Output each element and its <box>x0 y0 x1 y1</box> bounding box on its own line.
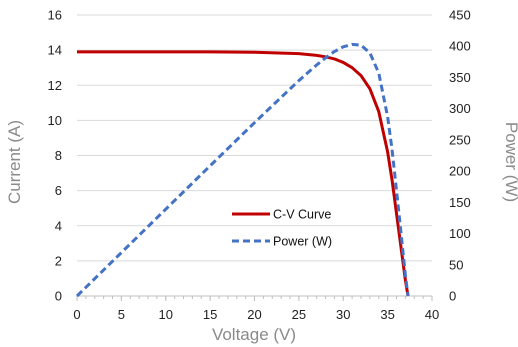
y2-tick-label-50: 50 <box>449 257 463 272</box>
y2-tick-label-300: 300 <box>449 101 471 116</box>
legend: C-V Curve Power (W) <box>232 208 332 249</box>
y-tick-label-6: 6 <box>55 183 62 198</box>
legend-label-cv-curve: C-V Curve <box>273 208 331 222</box>
grid-layer <box>77 14 432 297</box>
x-axis-label: Voltage (V) <box>212 325 296 344</box>
x-tick-label-35: 35 <box>380 307 394 322</box>
x-tick-label-5: 5 <box>118 307 125 322</box>
legend-label-power: Power (W) <box>273 235 332 249</box>
x-tick-label-10: 10 <box>159 307 173 322</box>
y2-tick-label-450: 450 <box>449 8 471 23</box>
y-tick-label-10: 10 <box>48 113 62 128</box>
y-tick-label-4: 4 <box>55 218 62 233</box>
y2-tick-label-350: 350 <box>449 70 471 85</box>
x-tick-label-25: 25 <box>292 307 306 322</box>
y2-tick-label-100: 100 <box>449 226 471 241</box>
series-line-cv-curve <box>77 50 410 297</box>
axes-layer: 0 5 10 15 20 25 30 35 40024681012141605010015020… <box>48 8 471 323</box>
y2-tick-label-0: 0 <box>449 289 456 304</box>
x-tick-label-20: 20 <box>247 307 261 322</box>
y-tick-label-14: 14 <box>48 43 62 58</box>
y2-tick-label-150: 150 <box>449 195 471 210</box>
series-layer <box>75 42 410 298</box>
y-tick-label-12: 12 <box>48 78 62 93</box>
x-tick-label-30: 30 <box>336 307 350 322</box>
y2-tick-label-250: 250 <box>449 132 471 147</box>
y2-tick-label-200: 200 <box>449 164 471 179</box>
x-tick-label-40: 40 <box>425 307 439 322</box>
series-line-power <box>75 42 410 298</box>
x-tick-label-15: 15 <box>203 307 217 322</box>
y-tick-label-2: 2 <box>55 253 62 268</box>
y2-tick-label-400: 400 <box>449 39 471 54</box>
y-tick-label-16: 16 <box>48 8 62 23</box>
y-axis-label: Current (A) <box>5 120 24 204</box>
x-tick-label-0: 0 <box>73 307 80 322</box>
y2-axis-label: Power (W) <box>502 122 518 202</box>
y-tick-label-8: 8 <box>55 148 62 163</box>
y-tick-label-0: 0 <box>55 289 62 304</box>
